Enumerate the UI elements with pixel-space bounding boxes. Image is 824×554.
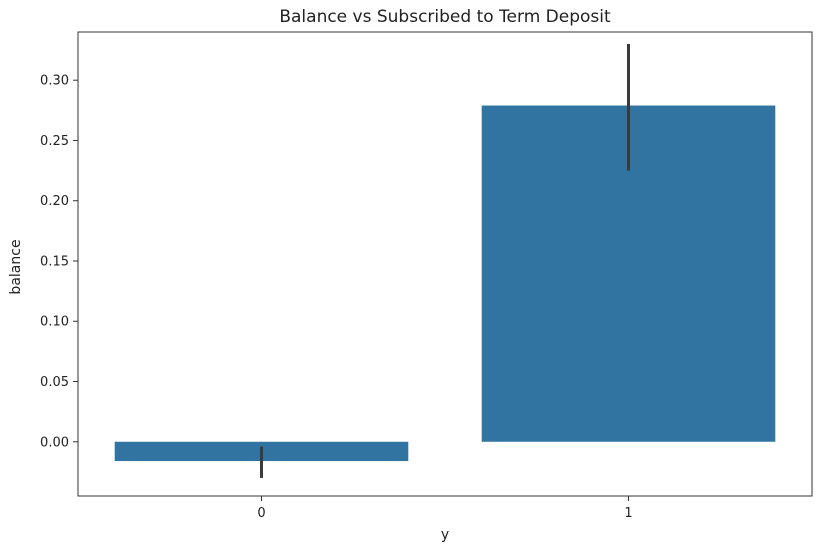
x-axis-label: y [441,527,449,543]
x-tick-label-0: 0 [257,506,265,521]
y-axis-label: balance [8,239,24,294]
y-tick-label: 0.25 [40,134,69,149]
x-tick-label-1: 1 [624,506,632,521]
chart-title: Balance vs Subscribed to Term Deposit [279,7,611,27]
y-tick-label: 0.30 [40,74,69,89]
y-tick-label: 0.05 [40,375,69,390]
y-tick-label: 0.15 [40,254,69,269]
plot-frame [77,31,813,497]
y-tick-label: 0.20 [40,194,69,209]
y-tick-label: 0.00 [40,435,69,450]
y-tick-label: 0.10 [40,315,69,330]
